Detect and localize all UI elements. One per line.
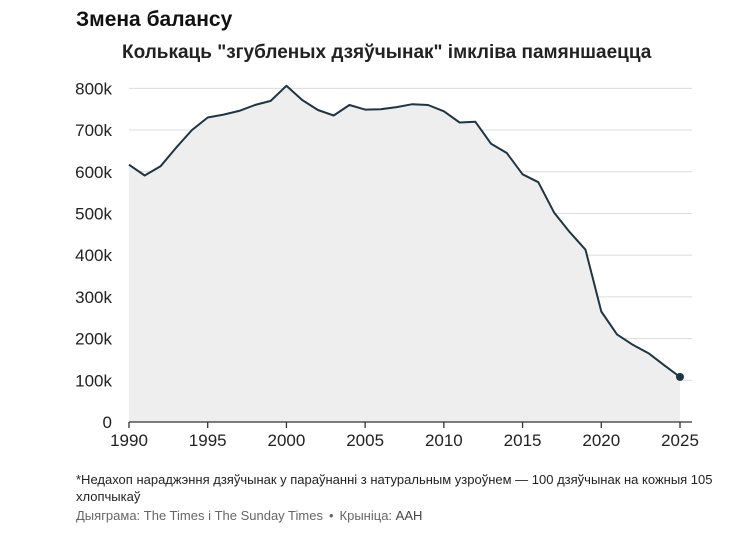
x-tick-label: 2005: [346, 431, 384, 450]
y-tick-label: 300k: [75, 288, 112, 307]
x-tick-label: 2000: [268, 431, 306, 450]
y-tick-label: 200k: [75, 330, 112, 349]
source-label: Крыніца:: [339, 508, 393, 523]
axes: [128, 421, 692, 428]
x-tick-label: 1995: [189, 431, 227, 450]
line-chart: 0 100k 200k 300k 400k 500k 600k 700k 800k 1990 199…: [75, 79, 699, 450]
y-tick-label: 0: [103, 413, 112, 432]
chart-credit: Дыяграма: The Times і The Sunday Times: [76, 508, 323, 523]
credit-separator: •: [328, 508, 334, 523]
chart-title: Колькаць "згубленых дзяўчынак" імкліва п…: [122, 42, 652, 63]
footnote: *Недахоп нараджэння дзяўчынак у параўнан…: [76, 472, 713, 504]
last-point-marker: [676, 372, 684, 381]
x-tick-label: 2010: [425, 431, 463, 450]
y-tick-label: 700k: [75, 121, 112, 140]
x-tick-label: 1990: [110, 431, 148, 450]
y-tick-label: 600k: [75, 163, 112, 182]
x-tick-label: 2025: [661, 431, 699, 450]
chart-heading: Змена балансу: [76, 8, 233, 31]
credits: Дыяграма: The Times і The Sunday Times • К…: [76, 508, 422, 523]
y-tick-label: 800k: [75, 79, 112, 98]
x-tick-label: 2020: [582, 431, 620, 450]
area-layer: [128, 84, 684, 423]
area-fill: [129, 85, 680, 423]
y-tick-label: 100k: [75, 371, 112, 390]
series-line: [128, 84, 681, 378]
y-tick-label: 400k: [75, 246, 112, 265]
tick-labels: 0 100k 200k 300k 400k 500k 600k 700k 800k 1990 199…: [75, 79, 699, 450]
y-tick-label: 500k: [75, 204, 112, 223]
x-tick-label: 2015: [504, 431, 542, 450]
source-name: AAH: [395, 508, 423, 523]
